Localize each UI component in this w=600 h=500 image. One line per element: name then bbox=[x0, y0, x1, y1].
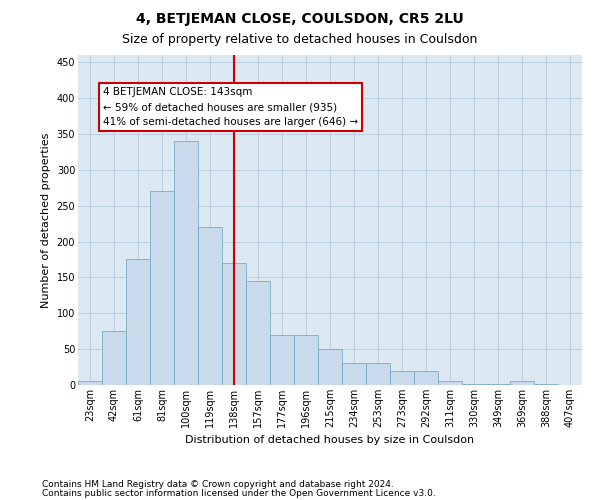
Bar bbox=[78, 382, 102, 385]
Text: 4, BETJEMAN CLOSE, COULSDON, CR5 2LU: 4, BETJEMAN CLOSE, COULSDON, CR5 2LU bbox=[136, 12, 464, 26]
Bar bbox=[438, 382, 462, 385]
Bar bbox=[150, 192, 174, 385]
Text: Contains HM Land Registry data © Crown copyright and database right 2024.: Contains HM Land Registry data © Crown c… bbox=[42, 480, 394, 489]
Bar bbox=[342, 364, 366, 385]
Bar bbox=[390, 370, 414, 385]
Text: 4 BETJEMAN CLOSE: 143sqm
← 59% of detached houses are smaller (935)
41% of semi-: 4 BETJEMAN CLOSE: 143sqm ← 59% of detach… bbox=[103, 88, 358, 127]
Bar bbox=[126, 260, 150, 385]
Bar bbox=[246, 281, 270, 385]
Bar bbox=[414, 370, 438, 385]
Text: Contains public sector information licensed under the Open Government Licence v3: Contains public sector information licen… bbox=[42, 488, 436, 498]
Bar bbox=[486, 384, 510, 385]
Text: Size of property relative to detached houses in Coulsdon: Size of property relative to detached ho… bbox=[122, 32, 478, 46]
Bar bbox=[222, 263, 246, 385]
Bar bbox=[270, 335, 294, 385]
Bar bbox=[318, 349, 342, 385]
Bar bbox=[462, 384, 486, 385]
Bar bbox=[510, 382, 534, 385]
Y-axis label: Number of detached properties: Number of detached properties bbox=[41, 132, 51, 308]
Bar bbox=[534, 384, 558, 385]
Bar bbox=[102, 331, 126, 385]
X-axis label: Distribution of detached houses by size in Coulsdon: Distribution of detached houses by size … bbox=[185, 436, 475, 446]
Bar bbox=[174, 141, 198, 385]
Bar bbox=[366, 364, 390, 385]
Bar bbox=[198, 227, 222, 385]
Bar bbox=[294, 335, 318, 385]
